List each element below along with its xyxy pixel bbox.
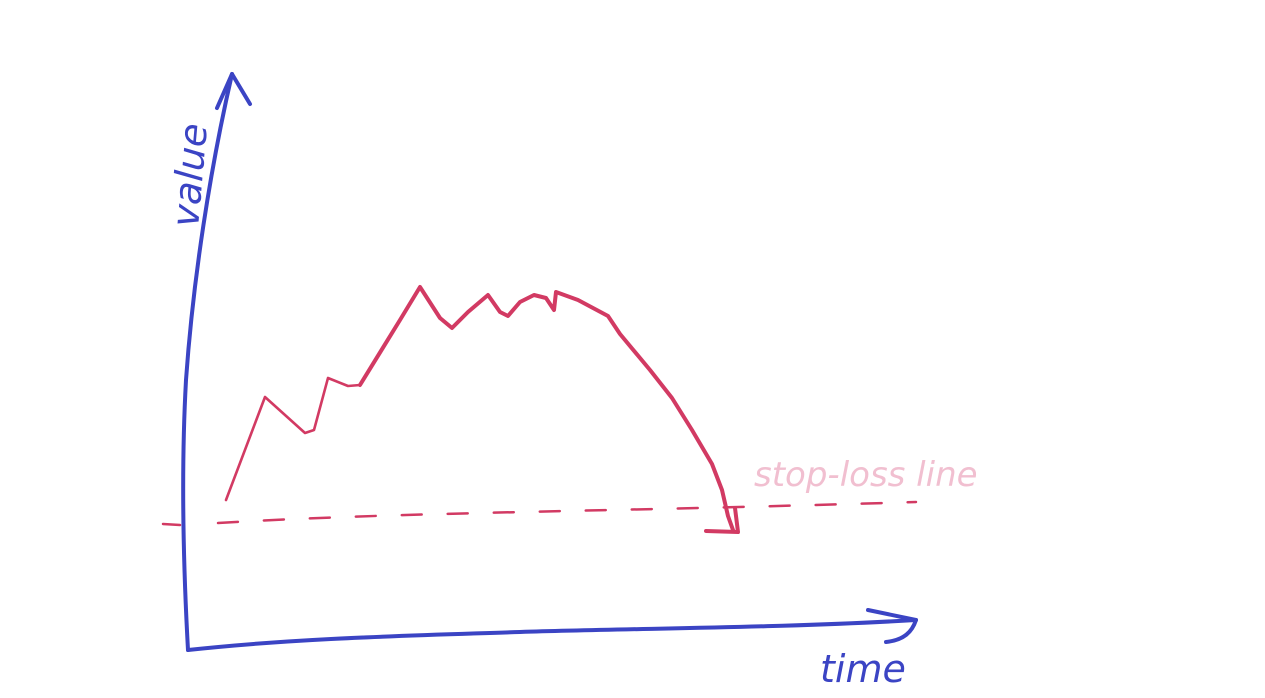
y-axis-label: value bbox=[163, 122, 216, 229]
x-axis-label: time bbox=[820, 647, 906, 691]
stop-loss-line bbox=[161, 500, 918, 527]
y-axis bbox=[181, 72, 234, 652]
value-line-arrowhead bbox=[704, 506, 740, 534]
y-axis-arrowhead bbox=[215, 72, 252, 110]
x-axis-arrowhead bbox=[866, 608, 918, 644]
stop-loss-label: stop-loss line bbox=[754, 455, 978, 495]
x-axis bbox=[186, 618, 918, 652]
value-line-main bbox=[358, 285, 735, 532]
value-line-early bbox=[224, 376, 362, 502]
